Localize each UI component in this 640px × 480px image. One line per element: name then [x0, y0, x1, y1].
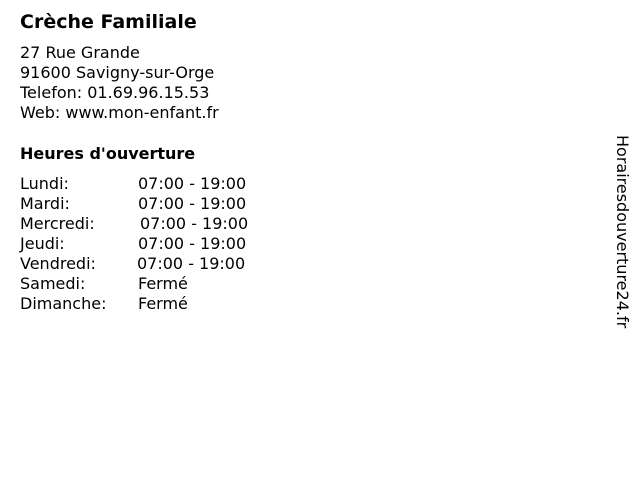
watermark: Horairesdouverture24.fr [613, 135, 632, 329]
day: Vendredi: [20, 254, 96, 273]
hours-row: Mercredi: 07:00 - 19:00 [20, 214, 248, 234]
time: Fermé [138, 274, 188, 293]
day: Mercredi: [20, 214, 95, 233]
hours-row: Vendredi: 07:00 - 19:00 [20, 254, 245, 274]
hours-row: Samedi: Fermé [20, 274, 188, 294]
hours-row: Dimanche: Fermé [20, 294, 188, 314]
day: Lundi: [20, 174, 69, 193]
address-block: 27 Rue Grande 91600 Savigny-sur-Orge Tel… [20, 43, 219, 123]
hours-table: Lundi: 07:00 - 19:00 Mardi: 07:00 - 19:00 … [20, 174, 248, 314]
hours-heading: Heures d'ouverture [20, 144, 196, 163]
time: Fermé [138, 294, 188, 313]
page-title: Crèche Familiale [20, 11, 197, 33]
time: 07:00 - 19:00 [138, 174, 247, 193]
time: 07:00 - 19:00 [138, 194, 247, 213]
street: 27 Rue Grande [20, 43, 140, 62]
time: 07:00 - 19:00 [137, 254, 246, 273]
website: Web: www.mon-enfant.fr [20, 103, 219, 122]
phone: Telefon: 01.69.96.15.53 [20, 83, 210, 102]
hours-row: Mardi: 07:00 - 19:00 [20, 194, 246, 214]
day: Dimanche: [20, 294, 107, 313]
day: Samedi: [20, 274, 86, 293]
time: 07:00 - 19:00 [138, 234, 247, 253]
city: 91600 Savigny-sur-Orge [20, 63, 215, 82]
time: 07:00 - 19:00 [140, 214, 249, 233]
day: Mardi: [20, 194, 70, 213]
hours-row: Jeudi: 07:00 - 19:00 [20, 234, 246, 254]
hours-row: Lundi: 07:00 - 19:00 [20, 174, 246, 194]
day: Jeudi: [20, 234, 65, 253]
